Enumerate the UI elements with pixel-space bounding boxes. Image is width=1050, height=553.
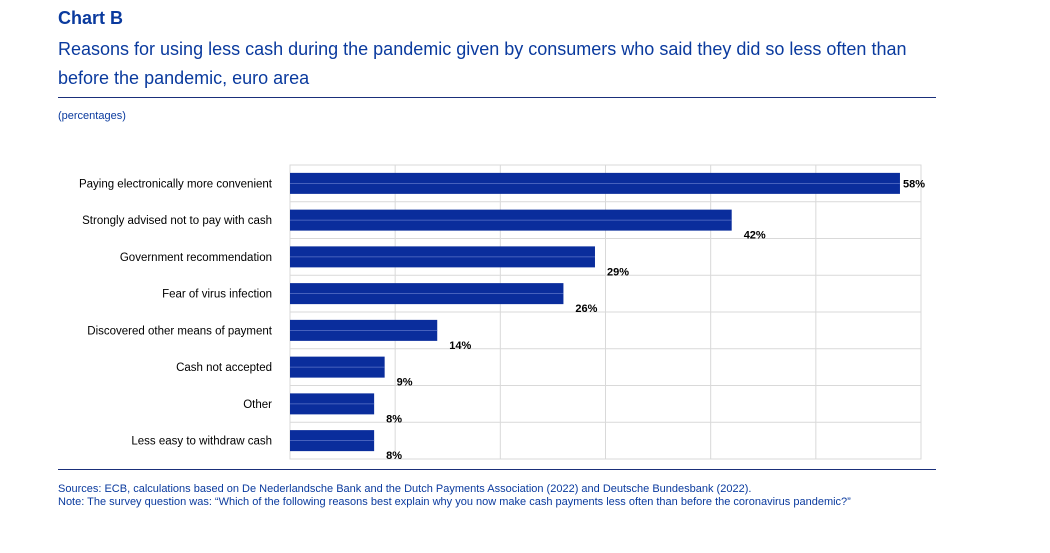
category-label: Paying electronically more convenient <box>79 178 273 190</box>
sources-text: Sources: ECB, calculations based on De N… <box>58 483 752 495</box>
unit-label: (percentages) <box>58 110 126 122</box>
chart-title: Reasons for using less cash during the p… <box>58 39 907 88</box>
data-label: 8% <box>386 413 402 425</box>
category-label: Fear of virus infection <box>162 289 272 301</box>
chart-footnotes: Sources: ECB, calculations based on De N… <box>58 483 918 509</box>
data-label: 8% <box>386 450 402 462</box>
note-text: Note: The survey question was: “Which of… <box>58 496 851 508</box>
data-label: 9% <box>397 377 413 389</box>
data-label: 14% <box>449 340 471 352</box>
category-label: Other <box>243 399 272 411</box>
category-label: Less easy to withdraw cash <box>131 436 272 448</box>
bottom-divider <box>58 469 936 470</box>
category-label: Cash not accepted <box>176 362 272 374</box>
top-divider <box>58 97 936 98</box>
category-label: Discovered other means of payment <box>87 325 273 337</box>
category-label: Government recommendation <box>120 252 272 264</box>
chart-label: Chart B <box>58 8 124 28</box>
data-label: 26% <box>575 303 597 315</box>
category-label: Strongly advised not to pay with cash <box>82 215 272 227</box>
data-label: 42% <box>744 230 766 242</box>
data-label: 58% <box>903 178 925 190</box>
data-label: 29% <box>607 266 629 278</box>
